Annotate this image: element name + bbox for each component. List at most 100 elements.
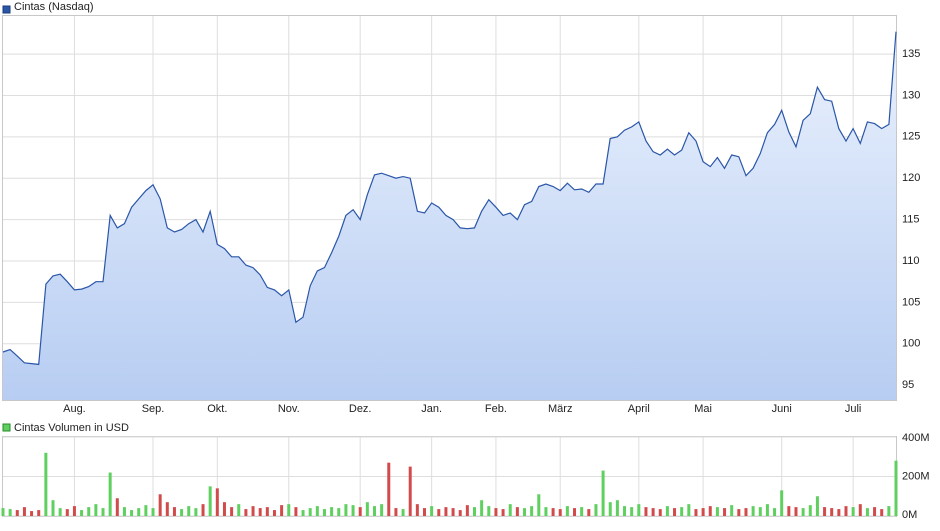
volume-bar	[587, 509, 591, 516]
volume-bar	[51, 500, 55, 516]
volume-bar	[880, 509, 884, 516]
volume-bar	[573, 508, 577, 516]
volume-bar	[680, 507, 684, 516]
volume-bar	[815, 496, 819, 516]
y-tick-label: 115	[902, 213, 920, 225]
volume-bar	[151, 508, 155, 516]
volume-bar	[330, 507, 334, 516]
x-tick-label: März	[548, 403, 572, 415]
volume-bar	[844, 506, 848, 516]
volume-bar	[130, 510, 134, 516]
volume-bar	[623, 506, 627, 516]
volume-bar	[787, 506, 791, 516]
volume-bar	[580, 507, 584, 516]
volume-bar	[708, 506, 712, 516]
volume-bar	[137, 508, 141, 516]
volume-bar	[873, 507, 877, 516]
volume-bar	[601, 470, 605, 516]
volume-bar	[58, 508, 62, 516]
volume-bar	[44, 452, 48, 516]
volume-bar	[180, 509, 184, 516]
y-tick-label: 95	[902, 379, 914, 391]
volume-bar	[308, 508, 312, 516]
volume-bar	[644, 507, 648, 516]
volume-bar	[830, 508, 834, 516]
volume-bar	[72, 506, 76, 516]
volume-bar	[551, 508, 555, 516]
x-tick-label: Juni	[772, 403, 792, 415]
volume-bar	[701, 508, 705, 516]
volume-bar	[387, 462, 391, 516]
volume-bar	[808, 505, 812, 516]
x-tick-label: Mai	[694, 403, 712, 415]
volume-bar	[801, 508, 805, 516]
x-tick-label: Jan.	[421, 403, 442, 415]
volume-bar	[244, 509, 248, 516]
volume-bar	[365, 502, 369, 516]
volume-bar	[65, 509, 69, 516]
volume-bar	[515, 507, 519, 516]
legend-swatch	[2, 5, 11, 14]
volume-bar	[237, 504, 241, 516]
volume-bar	[508, 504, 512, 516]
volume-bar	[287, 504, 291, 516]
volume-bar	[851, 507, 855, 516]
volume-bar	[530, 506, 534, 516]
volume-bar	[558, 509, 562, 516]
volume-bar	[594, 504, 598, 516]
y-tick-label: 105	[902, 296, 920, 308]
volume-bar	[723, 508, 727, 516]
x-tick-label: Aug.	[63, 403, 86, 415]
volume-bar	[858, 504, 862, 516]
volume-bar	[265, 507, 269, 516]
volume-bar	[444, 507, 448, 516]
legend-label: Cintas (Nasdaq)	[14, 1, 93, 13]
volume-bar	[258, 508, 262, 516]
volume-bar	[172, 507, 176, 516]
y-tick-label: 400M	[902, 432, 930, 444]
volume-bar	[165, 502, 169, 516]
x-tick-label: April	[628, 403, 650, 415]
y-tick-label: 130	[902, 89, 920, 101]
volume-bar	[658, 509, 662, 516]
volume-bar	[451, 508, 455, 516]
volume-bar	[358, 507, 362, 516]
volume-bar	[408, 466, 412, 516]
volume-bar	[380, 504, 384, 516]
volume-bar	[194, 508, 198, 516]
volume-bar	[744, 508, 748, 516]
volume-bar	[687, 504, 691, 516]
volume-bar	[637, 504, 641, 516]
volume-bar	[1, 508, 5, 516]
x-tick-label: Feb.	[485, 403, 507, 415]
volume-bar	[187, 506, 191, 516]
volume-bar	[372, 506, 376, 516]
volume-bar	[87, 507, 91, 516]
volume-bar	[430, 506, 434, 516]
y-tick-label: 0M	[902, 509, 917, 521]
volume-bar	[222, 502, 226, 516]
volume-bar	[823, 507, 827, 516]
volume-bar	[337, 508, 341, 516]
volume-bar	[694, 509, 698, 516]
volume-bar	[665, 506, 669, 516]
legend-label: Cintas Volumen in USD	[14, 422, 129, 434]
price-area	[3, 31, 896, 400]
volume-bar	[401, 509, 405, 516]
x-tick-label: Sep.	[142, 403, 165, 415]
volume-bar	[322, 509, 326, 516]
volume-bar	[215, 488, 219, 516]
volume-bar	[544, 507, 548, 516]
legend-swatch	[2, 423, 11, 432]
volume-bar	[494, 508, 498, 516]
volume-bar	[615, 500, 619, 516]
volume-bar	[437, 509, 441, 516]
x-tick-label: Dez.	[349, 403, 372, 415]
volume-bar	[887, 506, 891, 516]
volume-bar	[608, 502, 612, 516]
volume-bar	[737, 509, 741, 516]
volume-bar	[201, 504, 205, 516]
volume-bar	[537, 494, 541, 516]
y-tick-label: 110	[902, 255, 920, 267]
